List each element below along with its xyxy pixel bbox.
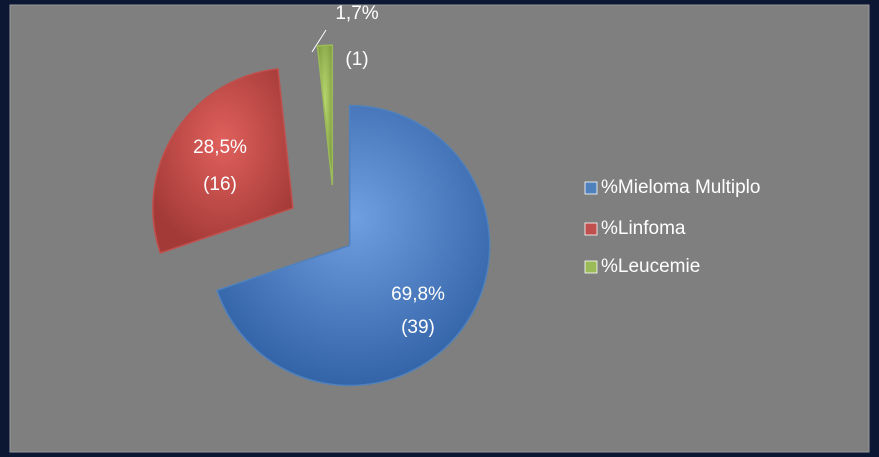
count-label: (1) [345, 49, 368, 70]
count-label: (39) [401, 317, 435, 338]
value-label: 1,7% [335, 3, 378, 24]
legend-label: %Leucemie [601, 256, 700, 277]
pie-slice [316, 44, 334, 186]
legend-swatch [584, 260, 598, 274]
leader-line [311, 29, 327, 53]
legend-label: %Linfoma [601, 218, 686, 239]
legend-swatch [584, 222, 598, 236]
value-label: 69,8% [391, 284, 445, 305]
pie-slice [152, 68, 294, 254]
pie-slice [216, 104, 491, 387]
value-label: 28,5% [193, 137, 247, 158]
legend-label: %Mieloma Multiplo [601, 177, 760, 198]
legend-swatch [584, 181, 598, 195]
count-label: (16) [203, 174, 237, 195]
